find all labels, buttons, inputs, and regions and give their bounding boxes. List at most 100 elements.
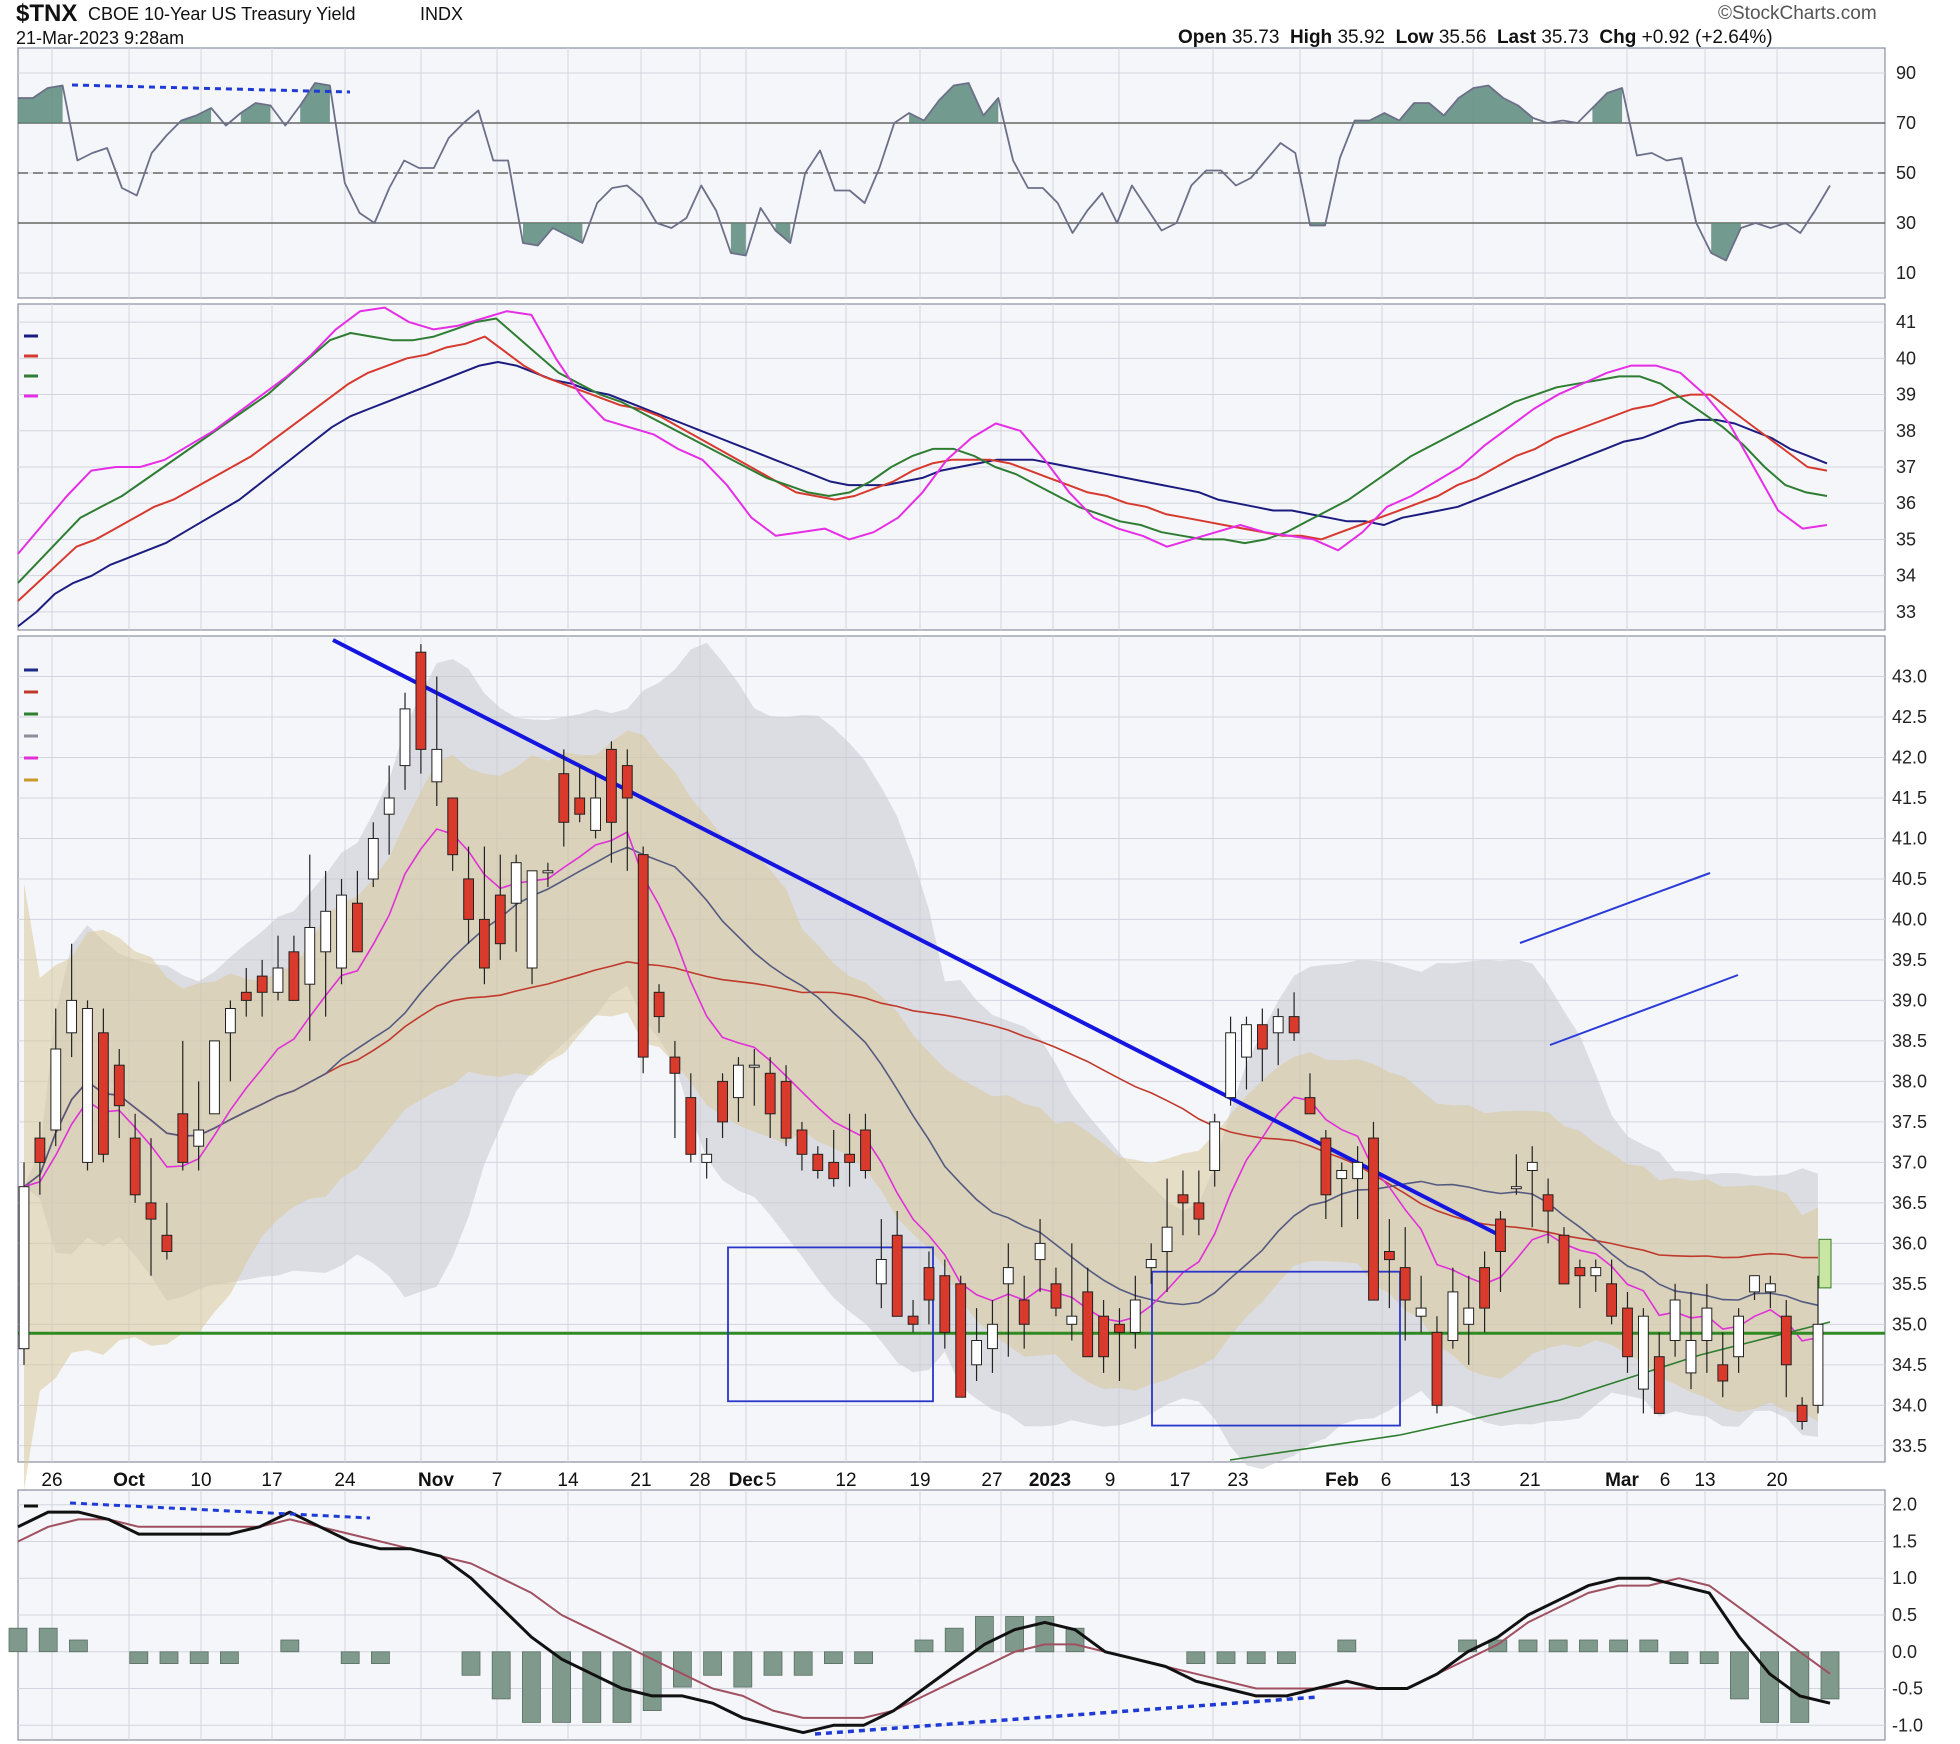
macd-histogram-bar [1065, 1627, 1085, 1653]
candle [304, 854, 316, 1041]
candle [415, 644, 427, 774]
macd-histogram-bar [582, 1651, 602, 1723]
candle-body [812, 1153, 824, 1172]
x-axis-label: 23 [1227, 1470, 1248, 1491]
candle-body [1272, 1016, 1284, 1034]
macd-histogram-bar [69, 1639, 88, 1653]
candle [669, 1040, 681, 1139]
candle-body [1002, 1267, 1014, 1285]
candle [1780, 1300, 1792, 1398]
candle-body [145, 1202, 157, 1220]
price-tick-label: 35.5 [1892, 1274, 1927, 1294]
candle [1082, 1267, 1094, 1358]
price-tick-label: 36.0 [1892, 1233, 1927, 1253]
candle [18, 1162, 30, 1365]
candle-body [1765, 1283, 1776, 1293]
candle-body [1796, 1404, 1808, 1423]
candle-body [1701, 1307, 1713, 1341]
candle [320, 870, 332, 1017]
candle [590, 773, 602, 839]
x-axis-label: 17 [261, 1470, 282, 1491]
ma20-line [23, 846, 1819, 1307]
macd-histogram-bar [340, 1651, 360, 1665]
macd-histogram-bar [1820, 1651, 1840, 1700]
candle-body [82, 1008, 93, 1163]
candle [1812, 1275, 1824, 1414]
macd-histogram-bar [703, 1651, 722, 1676]
instrument-name: CBOE 10-Year US Treasury Yield [88, 4, 356, 24]
x-axis-label: 20 [1766, 1470, 1787, 1491]
candle [955, 1275, 967, 1398]
candle [1368, 1121, 1379, 1301]
macd-line [17, 1510, 1831, 1735]
price-tick-label: 41.5 [1892, 788, 1927, 808]
candle [479, 846, 490, 985]
x-axis-label: 6 [1381, 1470, 1392, 1491]
candle [558, 749, 570, 847]
macd-histogram-bar [1035, 1616, 1055, 1653]
candle [860, 1113, 871, 1179]
rsi-oversold-fill [523, 223, 583, 246]
x-axis-label: 27 [981, 1470, 1002, 1491]
candle [193, 1081, 205, 1171]
high-value: 35.92 [1337, 27, 1385, 48]
candle-body [621, 765, 633, 799]
candle [1685, 1291, 1697, 1390]
candle [1193, 1170, 1205, 1236]
ohlc-readout: Open 35.73 High 35.92 Low 35.56 Last 35.… [1178, 27, 1773, 49]
candle [288, 935, 300, 1001]
rsi-divergence-line [71, 83, 351, 94]
candle [1749, 1275, 1760, 1301]
ema-tick-label: 40 [1896, 348, 1916, 368]
rsi-oversold-fill [730, 223, 746, 256]
candle-body [1177, 1194, 1189, 1204]
candle-body [479, 918, 490, 969]
candle [82, 1000, 93, 1171]
candle [145, 1138, 157, 1276]
low-label: Low [1395, 27, 1434, 48]
candle-body [1685, 1340, 1697, 1374]
candle-body [574, 797, 586, 815]
candle [336, 878, 347, 985]
candle-body [1129, 1299, 1141, 1333]
ema-tick-label: 37 [1896, 457, 1916, 477]
candle-body [1511, 1186, 1522, 1190]
price-tick-label: 38.0 [1892, 1071, 1927, 1091]
candle [66, 943, 77, 1058]
x-axis-label: Nov [418, 1470, 454, 1491]
macd-histogram-bar [38, 1627, 58, 1653]
rsi-overbought-fill [1592, 88, 1623, 123]
candle-body [463, 878, 475, 920]
macd-histogram-bar [1699, 1651, 1719, 1665]
candle [1574, 1259, 1586, 1309]
rsi-overbought-fill [909, 83, 999, 123]
candle-body [1288, 1016, 1300, 1034]
x-axis-label: 13 [1449, 1470, 1470, 1491]
macd-histogram-bar [1639, 1639, 1659, 1653]
rsi-tick-label: 50 [1896, 163, 1916, 183]
candle [256, 959, 268, 1017]
macd-histogram-bar [854, 1651, 873, 1665]
candle [1431, 1316, 1443, 1414]
candle-body [828, 1161, 840, 1180]
x-axis-label: 9 [1105, 1470, 1116, 1491]
macd-histogram-bar [1337, 1639, 1357, 1653]
candle-body [653, 991, 665, 1018]
candle [923, 1251, 935, 1325]
candle-body [18, 1186, 30, 1350]
chg-value: +0.92 (+2.64%) [1641, 27, 1773, 48]
candle [1511, 1154, 1522, 1195]
candle [1241, 1016, 1252, 1090]
candle-body [447, 797, 459, 856]
candle [717, 1073, 729, 1139]
candle-body [1320, 1137, 1332, 1196]
candle-body [1606, 1283, 1617, 1317]
candle-body [113, 1064, 125, 1107]
macd-histogram-bar [1246, 1651, 1266, 1665]
candle-body [1542, 1194, 1554, 1212]
candle-body [1193, 1202, 1205, 1220]
pattern-box-jan [1151, 1270, 1401, 1427]
candle-body [907, 1315, 919, 1325]
ema9-line [23, 828, 1819, 1342]
candle [621, 749, 633, 871]
